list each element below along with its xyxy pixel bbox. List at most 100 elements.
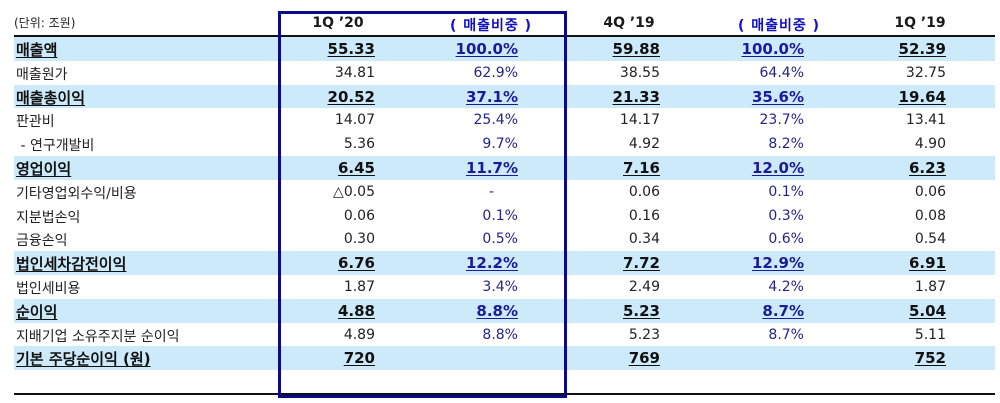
table-row: 매출원가 34.81 62.9% 38.55 64.4% 32.75 [14,61,995,85]
income-statement-table: 매출액 55.33 100.0% 59.88 100.0% 52.39 매출원가 34.81 6… [14,37,995,371]
cell-ratio-4q19: 35.6% [751,87,804,106]
table-row: 법인세비용 1.87 3.4% 2.49 4.2% 1.87 [14,275,995,299]
cell-value-1q20: 4.88 [337,301,375,320]
cell-ratio-4q19: 8.7% [768,326,804,343]
cell-value-1q19: 6.91 [908,254,946,273]
table-row: 판관비 14.07 25.4% 14.17 23.7% 13.41 [14,108,995,132]
cell-ratio-4q19: 0.1% [768,183,804,200]
cell-value-1q20: 34.81 [334,64,375,81]
cell-ratio-1q20: 25.4% [473,112,518,129]
cell-value-1q20: 720 [343,349,375,368]
cell-ratio-1q20: 8.8% [482,326,518,343]
row-label: 순이익 [16,302,58,321]
cell-value-4q19: 21.33 [612,87,660,106]
cell-value-1q19: 52.39 [898,40,946,58]
cell-ratio-4q19: 8.2% [768,136,804,153]
cell-value-1q20: 0.06 [343,207,375,224]
cell-ratio-1q20: 11.7% [465,158,518,177]
row-label: 법인세비용 [16,280,81,297]
table-row: 영업이익 6.45 11.7% 7.16 12.0% 6.23 [14,155,995,180]
cell-value-1q19: 5.04 [908,301,946,320]
cell-value-4q19: 59.88 [612,40,660,58]
column-header-1q19: 1Q ’19 [894,15,946,31]
column-header-ratio-4q19: ( 매출비중 ) [737,18,821,34]
table-bottom-divider [14,393,995,395]
cell-value-4q19: 2.49 [628,278,660,295]
table-row: 법인세차감전이익 6.76 12.2% 7.72 12.9% 6.91 [14,251,995,275]
cell-ratio-4q19: 12.0% [751,158,804,177]
cell-value-1q20: 0.30 [343,231,375,248]
cell-ratio-4q19: 0.3% [768,207,804,224]
cell-value-4q19: 38.55 [619,64,660,81]
row-label: 지분법손익 [16,209,81,226]
cell-ratio-1q20: - [488,183,494,200]
row-label: 기타영업외수익/비용 [16,185,137,202]
cell-value-1q20: 1.87 [343,278,375,295]
cell-ratio-4q19: 12.9% [751,254,804,273]
cell-ratio-1q20: 62.9% [473,64,518,81]
row-label: 법인세차감전이익 [16,255,127,274]
cell-ratio-4q19: 100.0% [741,40,804,58]
cell-ratio-1q20: 12.2% [465,254,518,273]
cell-value-1q20: 6.45 [337,158,375,177]
cell-ratio-1q20: 8.8% [476,301,518,320]
cell-value-1q20: △0.05 [333,183,375,200]
column-header-1q20: 1Q ’20 [312,15,364,31]
cell-value-1q19: 1.87 [914,278,946,295]
cell-value-1q20: 5.36 [343,136,375,153]
cell-ratio-1q20: 9.7% [482,136,518,153]
cell-value-4q19: 4.92 [628,136,660,153]
cell-ratio-4q19: 64.4% [759,64,804,81]
cell-ratio-4q19: 4.2% [768,278,804,295]
cell-value-4q19: 0.16 [628,207,660,224]
cell-ratio-4q19: 8.7% [762,301,804,320]
cell-value-1q19: 5.11 [914,326,946,343]
row-label: 지배기업 소유주지분 순이익 [16,328,180,345]
cell-value-1q19: 6.23 [908,158,946,177]
cell-value-1q20: 4.89 [343,326,375,343]
cell-value-4q19: 14.17 [619,112,660,129]
cell-ratio-1q20: 37.1% [465,87,518,106]
cell-ratio-1q20: 100.0% [455,40,518,58]
unit-label: (단위: 조원) [14,16,76,30]
cell-ratio-4q19: 0.6% [768,231,804,248]
table-row: 매출총이익 20.52 37.1% 21.33 35.6% 19.64 [14,84,995,109]
row-label: - 연구개발비 [16,138,95,155]
cell-value-4q19: 7.16 [622,158,660,177]
cell-value-1q19: 0.08 [914,207,946,224]
table-header: 1Q ’20 ( 매출비중 ) 4Q ’19 ( 매출비중 ) 1Q ’19 [14,11,995,36]
table-row: 지분법손익 0.06 0.1% 0.16 0.3% 0.08 [14,204,995,228]
row-label: 매출원가 [16,66,68,83]
cell-value-1q20: 14.07 [334,112,375,129]
table-row: 지배기업 소유주지분 순이익 4.89 8.8% 5.23 8.7% 5.11 [14,323,995,347]
cell-value-1q19: 19.64 [898,87,946,106]
table-row: 기타영업외수익/비용 △0.05 - 0.06 0.1% 0.06 [14,180,995,204]
cell-value-1q19: 4.90 [914,136,946,153]
cell-value-1q20: 20.52 [327,87,375,106]
row-label: 판관비 [16,114,55,131]
row-label: 금융손익 [16,233,68,250]
row-label: 매출총이익 [16,88,86,107]
cell-value-4q19: 5.23 [628,326,660,343]
column-header-4q19: 4Q ’19 [603,15,655,31]
cell-ratio-1q20: 3.4% [482,278,518,295]
cell-value-1q19: 0.06 [914,183,946,200]
cell-value-1q19: 0.54 [914,231,946,248]
cell-ratio-1q20: 0.5% [482,231,518,248]
cell-value-1q19: 32.75 [905,64,946,81]
cell-value-4q19: 5.23 [622,301,660,320]
table-row: 매출액 55.33 100.0% 59.88 100.0% 52.39 [14,37,995,61]
row-label: 매출액 [16,41,58,59]
table-row: 순이익 4.88 8.8% 5.23 8.7% 5.04 [14,298,995,323]
cell-value-1q19: 13.41 [905,112,946,129]
row-label: 기본 주당순이익 (원) [16,350,151,369]
cell-value-4q19: 769 [628,349,660,368]
cell-value-1q19: 752 [914,349,946,368]
cell-value-4q19: 0.06 [628,183,660,200]
table-row: 금융손익 0.30 0.5% 0.34 0.6% 0.54 [14,227,995,251]
cell-ratio-4q19: 23.7% [759,112,804,129]
row-label: 영업이익 [16,159,72,178]
cell-value-1q20: 55.33 [327,40,375,58]
table-row: 기본 주당순이익 (원) 720 769 752 [14,346,995,371]
cell-value-1q20: 6.76 [337,254,375,273]
